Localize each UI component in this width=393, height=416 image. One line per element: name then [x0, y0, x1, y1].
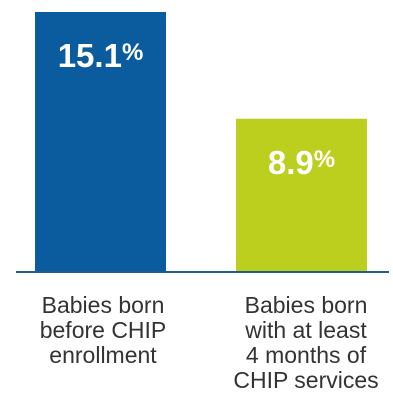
category-label-line: Babies born — [245, 292, 368, 318]
category-label-line: with at least — [244, 317, 367, 343]
bar-value-number: 15.1 — [58, 37, 122, 74]
category-label-line: 4 months of — [246, 342, 367, 368]
category-label-line: enrollment — [49, 342, 157, 368]
category-label-1: Babies born before CHIP enrollment — [40, 292, 167, 368]
bar-value-unit: % — [122, 39, 143, 66]
bar-2 — [236, 118, 367, 272]
bar-value-unit: % — [314, 146, 335, 173]
bar-value-label-2: 8.9% — [268, 144, 335, 181]
category-label-line: Babies born — [42, 292, 165, 318]
category-label-2: Babies born with at least 4 months of CHIP … — [233, 292, 378, 393]
bars-group — [35, 12, 367, 272]
value-labels-group: 15.1%8.9% — [58, 37, 335, 181]
bar-value-label-1: 15.1% — [58, 37, 144, 74]
category-label-line: before CHIP — [40, 317, 167, 343]
bar-1 — [35, 12, 166, 272]
category-label-line: CHIP services — [233, 367, 378, 393]
bar-value-number: 8.9 — [268, 144, 314, 181]
